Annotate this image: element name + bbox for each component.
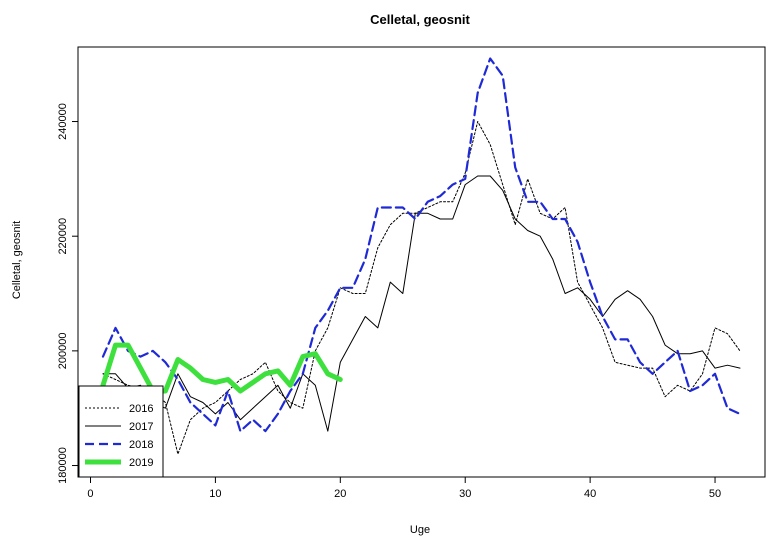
series-2019-line bbox=[100, 342, 343, 394]
series-2018-line bbox=[101, 57, 742, 433]
x-tick-label: 30 bbox=[459, 488, 471, 500]
x-tick-label: 10 bbox=[209, 488, 221, 500]
series-2017-line bbox=[102, 175, 741, 432]
legend: 2016 2017 2018 2019 bbox=[78, 385, 164, 478]
x-axis: 0 10 20 30 40 50 bbox=[87, 477, 721, 500]
x-tick-label: 40 bbox=[584, 488, 596, 500]
y-axis-label: Celletal, geosnit bbox=[11, 221, 23, 299]
x-tick-label: 0 bbox=[87, 488, 93, 500]
x-tick-label: 50 bbox=[709, 488, 721, 500]
plot-frame bbox=[77, 46, 766, 478]
y-tick-label: 180000 bbox=[57, 447, 69, 484]
series-layer bbox=[100, 57, 742, 455]
legend-label-2016: 2016 bbox=[129, 403, 153, 415]
y-tick-label: 200000 bbox=[57, 333, 69, 370]
x-tick-label: 20 bbox=[334, 488, 346, 500]
chart-title: Celletal, geosnit bbox=[370, 12, 470, 27]
y-tick-label: 220000 bbox=[57, 218, 69, 255]
legend-label-2019: 2019 bbox=[129, 457, 153, 469]
y-axis: 180000 200000 220000 240000 bbox=[57, 103, 78, 484]
y-tick-label: 240000 bbox=[57, 103, 69, 140]
legend-label-2018: 2018 bbox=[129, 439, 153, 451]
legend-label-2017: 2017 bbox=[129, 421, 153, 433]
x-axis-label: Uge bbox=[410, 524, 430, 536]
